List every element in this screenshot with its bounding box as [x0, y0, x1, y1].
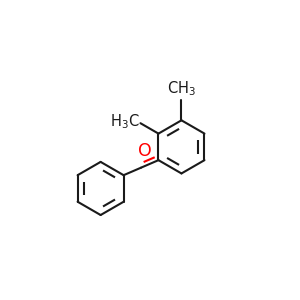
Text: H$_3$C: H$_3$C	[110, 113, 139, 131]
Text: O: O	[139, 142, 152, 160]
Text: CH$_3$: CH$_3$	[167, 79, 196, 98]
